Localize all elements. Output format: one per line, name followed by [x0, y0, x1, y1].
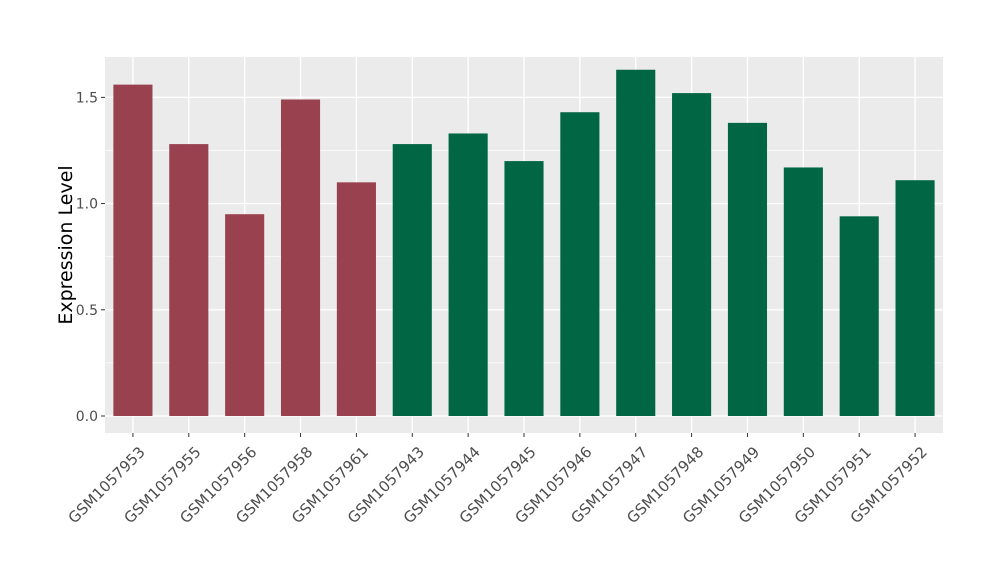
bar-GSM1057944 — [448, 133, 488, 417]
y-axis-title: Expression Level — [55, 165, 77, 324]
bar-GSM1057949 — [727, 122, 768, 417]
bar-GSM1057947 — [616, 69, 656, 417]
bar-GSM1057953 — [113, 84, 153, 417]
bar-GSM1057958 — [280, 99, 321, 417]
bar-GSM1057955 — [169, 144, 209, 417]
bar-GSM1057943 — [392, 144, 432, 417]
y-tick-label: 0.0 — [76, 409, 98, 425]
bar-GSM1057956 — [225, 214, 265, 417]
y-tick-label: 1.0 — [76, 197, 98, 213]
y-tick-label: 0.5 — [76, 303, 98, 319]
x-axis: GSM1057953GSM1057955GSM1057956GSM1057958… — [65, 433, 931, 527]
bar-GSM1057951 — [839, 216, 879, 417]
bar-GSM1057950 — [783, 167, 823, 417]
bar-layer — [113, 69, 935, 417]
y-axis: 0.0 0.5 1.0 1.5 — [76, 90, 105, 425]
bar-GSM1057948 — [672, 93, 712, 417]
bar-GSM1057946 — [560, 112, 600, 417]
bar-GSM1057961 — [336, 182, 376, 417]
y-tick-label: 1.5 — [76, 90, 98, 106]
bar-GSM1057952 — [895, 180, 935, 417]
bar-GSM1057945 — [504, 161, 544, 417]
